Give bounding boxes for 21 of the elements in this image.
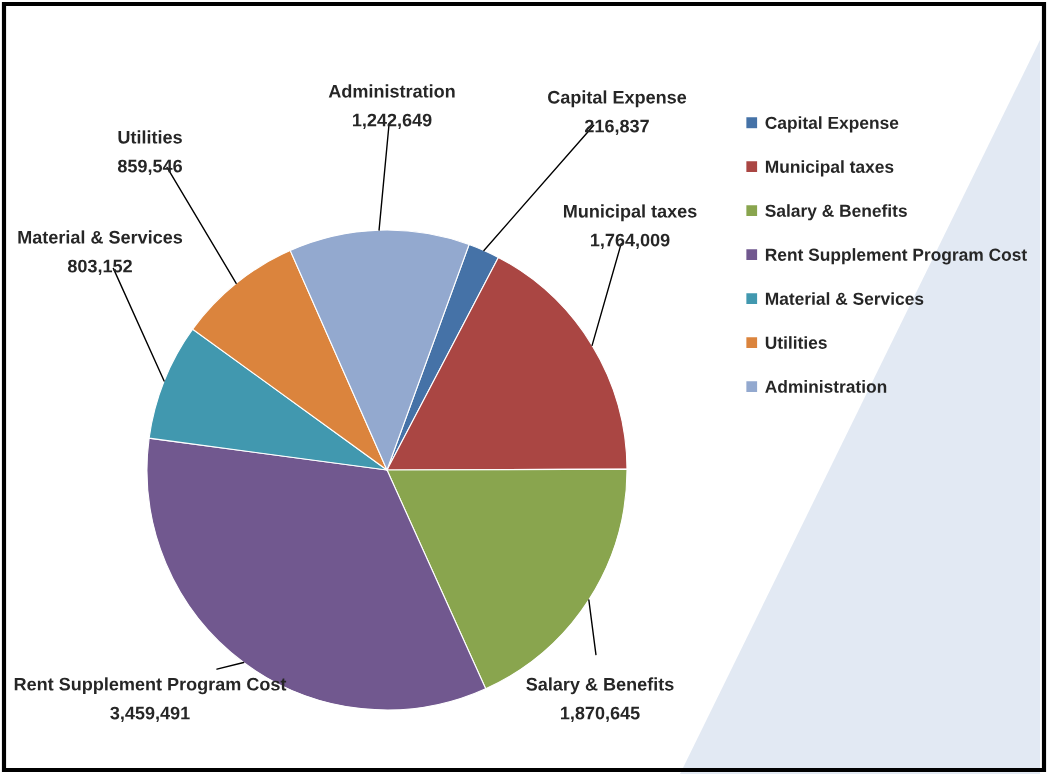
data-label: 216,837 (585, 119, 649, 136)
legend-label: Administration (765, 380, 887, 393)
legend-label: Municipal taxes (765, 160, 894, 177)
legend-label: Capital Expense (765, 116, 899, 133)
legend-label: Utilities (765, 336, 827, 349)
legend-label: Material & Services (765, 292, 924, 305)
slice-label: Salary & Benefits (526, 677, 674, 695)
slice-label: Material & Services (18, 230, 183, 244)
legend-label: Rent Supplement Program Cost (765, 248, 1027, 265)
data-label: 859,546 (117, 159, 182, 176)
slice-label: Utilities (118, 130, 182, 144)
slice-label: Municipal taxes (563, 204, 697, 222)
slice-label: Capital Expense (548, 90, 687, 108)
slice-label: Administration (328, 84, 455, 98)
data-label: 1,242,649 (352, 113, 432, 130)
legend-label: Salary & Benefits (765, 204, 907, 221)
data-label: 1,764,009 (590, 233, 670, 250)
data-label: 1,870,645 (560, 706, 640, 723)
slice-label: Rent Supplement Program Cost (14, 677, 287, 695)
data-label: 3,459,491 (110, 706, 190, 723)
data-label: 803,152 (67, 259, 132, 276)
